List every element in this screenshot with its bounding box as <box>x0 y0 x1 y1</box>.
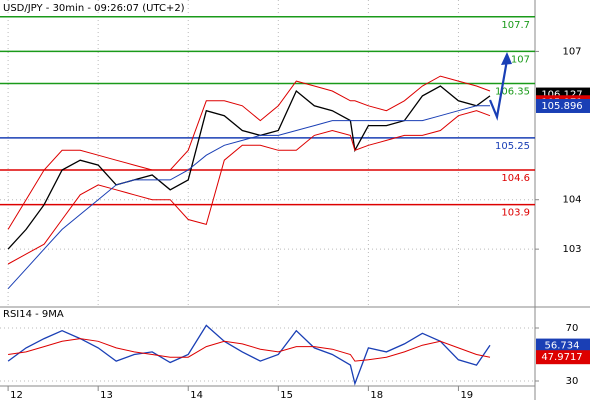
x-tick-label: 19 <box>460 390 473 400</box>
rsi-title: RSI14 - 9MA <box>3 309 64 320</box>
arrow-head <box>501 52 512 65</box>
last-value-label: 56.734 <box>545 341 580 352</box>
level-label: 103.9 <box>501 208 530 219</box>
y-tick-label: 107 <box>562 46 581 57</box>
level-label: 105.25 <box>495 141 530 152</box>
y-tick-label: 104 <box>562 195 581 206</box>
x-tick-label: 14 <box>190 390 203 400</box>
last-value-badge <box>536 338 590 353</box>
y-tick-label: 103 <box>562 244 581 255</box>
series-line <box>7 110 491 265</box>
last-value-label: 105.896 <box>541 101 582 112</box>
level-label: 106.35 <box>495 87 530 98</box>
last-value-label: 47.9717 <box>541 352 582 363</box>
last-value-badge <box>536 350 590 365</box>
level-label: 107 <box>511 54 530 65</box>
y-tick-label: 30 <box>566 376 579 387</box>
x-tick-label: 13 <box>100 390 113 400</box>
x-tick-label: 12 <box>10 390 23 400</box>
level-label: 107.7 <box>501 20 530 31</box>
x-tick-label: 15 <box>280 390 293 400</box>
last-value-label: 106.127 <box>541 90 582 101</box>
series-line <box>7 75 491 230</box>
series-line <box>8 338 491 362</box>
last-value-badge <box>536 98 590 113</box>
chart-title: USD/JPY - 30min - 09:26:07 (UTC+2) <box>3 3 185 14</box>
level-label: 104.6 <box>501 173 530 184</box>
arrow-shaft <box>488 59 509 121</box>
x-tick-label: 18 <box>370 390 383 400</box>
forecast-arrow <box>488 52 512 121</box>
series-line <box>7 324 491 386</box>
series-line <box>7 105 490 290</box>
y-tick-label: 70 <box>566 323 579 334</box>
